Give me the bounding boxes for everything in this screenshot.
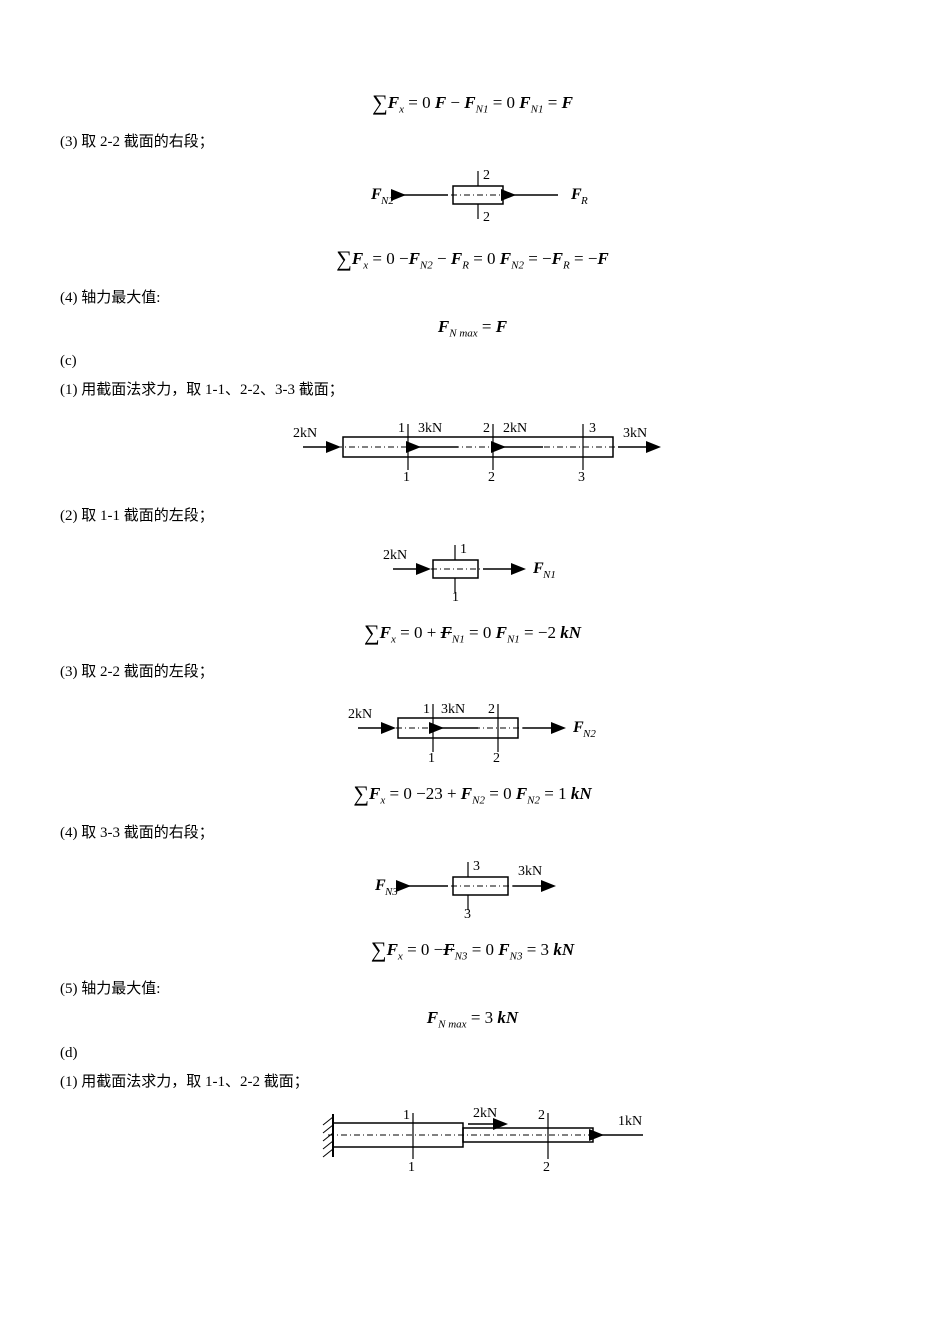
diagram-d: 1 1 2 2 2kN 1kN	[60, 1099, 885, 1184]
equation-c4: ∑Fx = 0 −FN3 = 0 FN3 = 3 kN	[60, 937, 885, 963]
force-2kN-c3: 2kN	[348, 707, 372, 722]
equation-c5: FN max = 3 kN	[60, 1008, 885, 1030]
svg-text:2: 2	[538, 1108, 545, 1123]
section-2-top: 2	[483, 168, 490, 183]
svg-text:2: 2	[543, 1160, 550, 1175]
force-3kN-right: 3kN	[623, 426, 647, 441]
svg-text:1: 1	[452, 590, 459, 603]
svg-text:1: 1	[428, 751, 435, 764]
equation-c2: ∑Fx = 0 + FN1 = 0 FN1 = −2 kN	[60, 620, 885, 646]
force-2kN-d: 2kN	[473, 1106, 497, 1121]
force-3kN-c4: 3kN	[518, 864, 542, 879]
step-c2-label: (2) 取 1-1 截面的左段；	[60, 504, 885, 525]
svg-text:2: 2	[488, 470, 495, 485]
step-c1-label: (1) 用截面法求力，取 1-1、2-2、3-3 截面；	[60, 378, 885, 399]
svg-text:1: 1	[423, 702, 430, 717]
force-1kN-d: 1kN	[618, 1114, 642, 1129]
step-c4-label: (4) 取 3-3 截面的右段；	[60, 821, 885, 842]
label-d: (d)	[60, 1045, 885, 1062]
svg-text:3: 3	[589, 421, 596, 436]
svg-text:N2: N2	[582, 728, 596, 740]
svg-text:1: 1	[403, 1108, 410, 1123]
diagram-c1: 1 1 2 2 3 3 2kN 3kN 2kN 3kN	[60, 407, 885, 492]
svg-text:1: 1	[403, 470, 410, 485]
force-2kN-left: 2kN	[293, 426, 317, 441]
diagram-c3: 1 1 2 2 2kN 3kN F N2	[60, 689, 885, 769]
step-c5-label: (5) 轴力最大值:	[60, 977, 885, 998]
svg-text:1: 1	[460, 542, 467, 557]
label-FR-sub: R	[580, 195, 588, 207]
svg-text:2: 2	[493, 751, 500, 764]
section-2-bot: 2	[483, 210, 490, 225]
sum-symbol: ∑	[372, 90, 388, 115]
equation-3: ∑Fx = 0 −FN2 − FR = 0 FN2 = −FR = −F	[60, 246, 885, 272]
step-3-label: (3) 取 2-2 截面的右段；	[60, 130, 885, 151]
svg-text:2: 2	[488, 702, 495, 717]
step-c3-label: (3) 取 2-2 截面的左段；	[60, 660, 885, 681]
diagram-c4: 3 3 F N3 3kN	[60, 850, 885, 925]
svg-text:N1: N1	[542, 569, 556, 581]
equation-4: FN max = F	[60, 317, 885, 339]
svg-text:1: 1	[408, 1160, 415, 1175]
diagram-22-right: 2 2 F N2 F R	[60, 159, 885, 234]
force-2kN-2: 2kN	[503, 421, 527, 436]
label-c: (c)	[60, 353, 885, 370]
equation-top: ∑Fx = 0 F − FN1 = 0 FN1 = F	[60, 90, 885, 116]
svg-text:1: 1	[398, 421, 405, 436]
equation-c3: ∑Fx = 0 −23 + FN2 = 0 FN2 = 1 kN	[60, 781, 885, 807]
step-d1-label: (1) 用截面法求力，取 1-1、2-2 截面；	[60, 1070, 885, 1091]
step-4-label: (4) 轴力最大值:	[60, 286, 885, 307]
svg-text:3: 3	[473, 859, 480, 874]
svg-text:2: 2	[483, 421, 490, 436]
label-FN2-sub: N2	[380, 195, 394, 207]
diagram-c2: 1 1 2kN F N1	[60, 533, 885, 608]
force-3kN-1: 3kN	[418, 421, 442, 436]
force-3kN-c3: 3kN	[441, 702, 465, 717]
svg-text:N3: N3	[384, 886, 398, 898]
svg-text:3: 3	[464, 907, 471, 920]
force-2kN-c2: 2kN	[383, 548, 407, 563]
svg-text:3: 3	[578, 470, 585, 485]
